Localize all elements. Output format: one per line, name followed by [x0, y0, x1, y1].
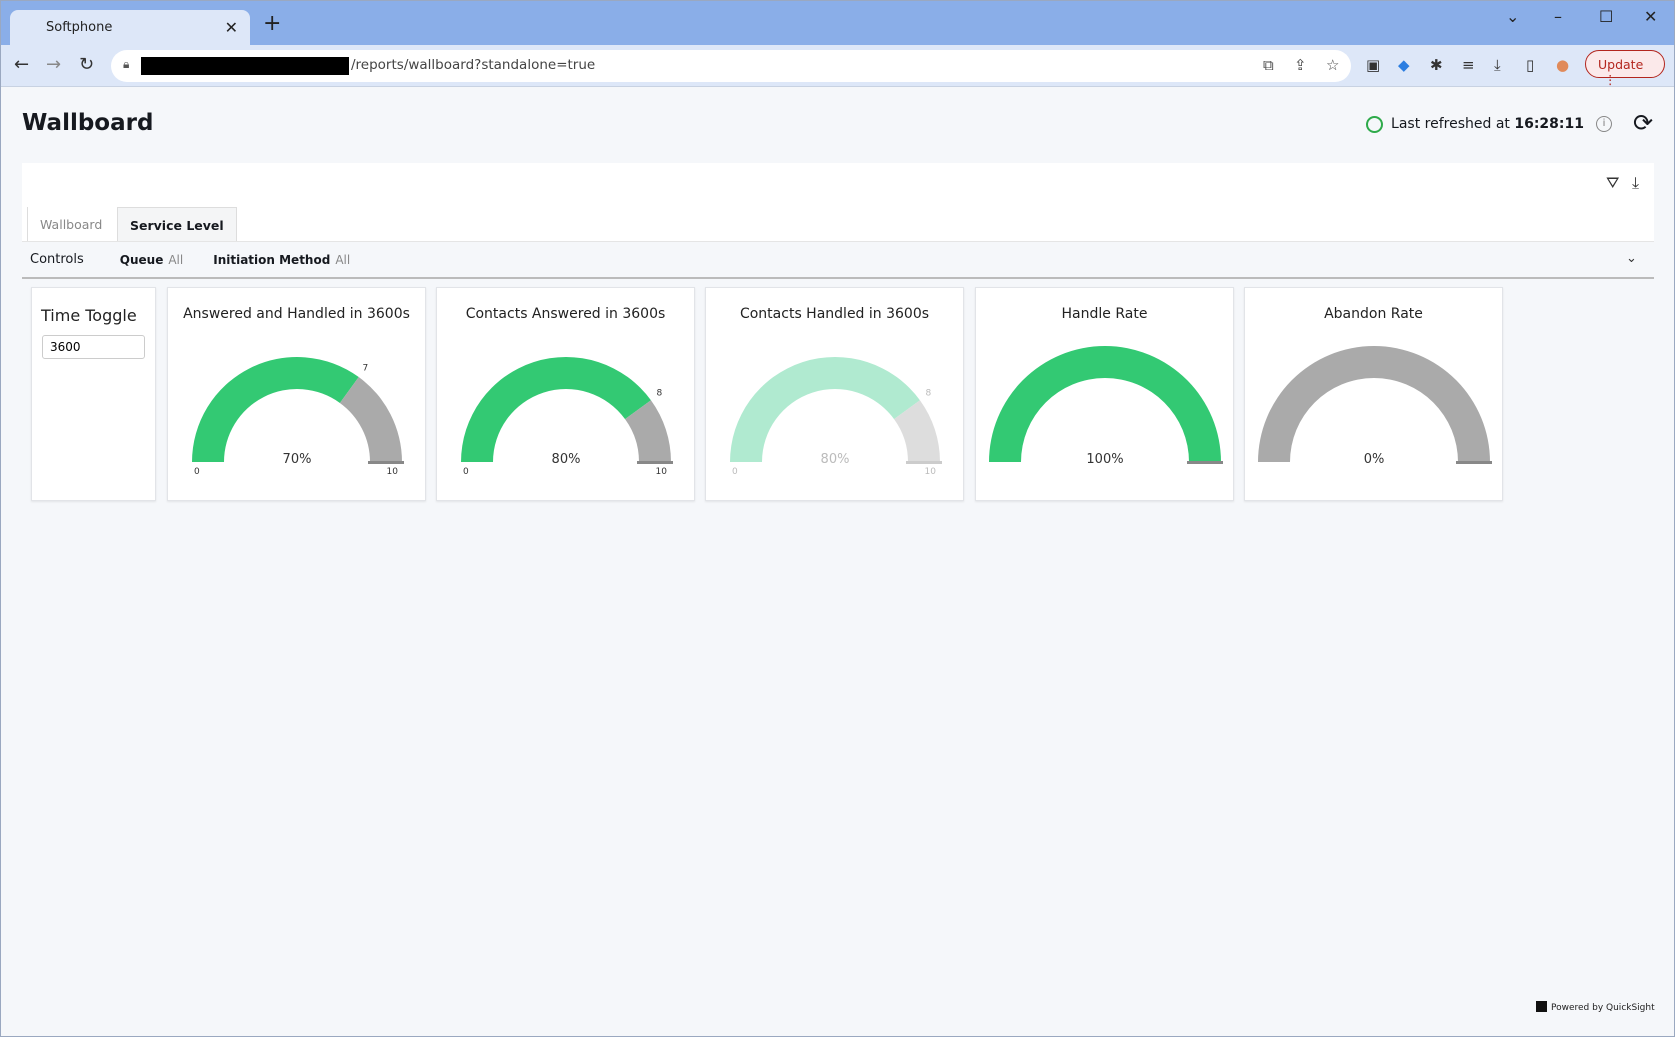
- extension-icon[interactable]: ◆: [1398, 56, 1410, 74]
- redacted-host: [141, 57, 349, 75]
- maximize-icon[interactable]: ☐: [1599, 7, 1614, 26]
- gauge-value-arc: [730, 357, 920, 462]
- lock-icon: 🔒︎: [123, 57, 130, 71]
- time-toggle-input[interactable]: [42, 335, 145, 359]
- gauge-target-marker: [368, 461, 404, 464]
- gauge-percent-label: 0%: [1364, 452, 1385, 467]
- gauge-card: Handle Rate 100%: [975, 287, 1234, 501]
- time-toggle-card: Time Toggle: [31, 287, 156, 501]
- gauge-title: Abandon Rate: [1324, 306, 1423, 322]
- queue-value[interactable]: All: [168, 252, 184, 267]
- gauge-remaining-arc: [894, 400, 940, 462]
- menu-dots-icon: ⋮: [1604, 72, 1617, 87]
- gauge-chart: 0%: [1258, 346, 1492, 467]
- gauge-min-label: 0: [463, 467, 469, 477]
- forward-icon[interactable]: →: [46, 54, 62, 75]
- media-icon[interactable]: ≡: [1462, 56, 1475, 74]
- update-button[interactable]: Update ⋮: [1585, 50, 1665, 87]
- reload-icon[interactable]: ↻: [79, 54, 95, 75]
- time-toggle-title: Time Toggle: [41, 306, 137, 325]
- gauge-card: Answered and Handled in 3600s 70% 0 10 7: [167, 287, 426, 501]
- side-panel-icon[interactable]: ▯: [1526, 56, 1535, 74]
- close-window-icon[interactable]: ✕: [1644, 7, 1658, 26]
- gauge-max-label: 10: [387, 467, 399, 477]
- gauge-card: Contacts Handled in 3600s 80% 0 10 8: [705, 287, 964, 501]
- chevron-down-icon[interactable]: ⌄: [1626, 251, 1637, 266]
- url-text: /reports/wallboard?standalone=true: [351, 57, 596, 73]
- back-icon[interactable]: ←: [14, 54, 30, 75]
- gauge-value-arc: [989, 346, 1221, 462]
- quicksight-logo-icon: [1536, 1001, 1547, 1012]
- gauge-target-marker: [1187, 461, 1223, 464]
- gauge-value-arc: [461, 357, 651, 462]
- gauge-value-arc: [192, 357, 359, 462]
- gauge-chart: 100%: [989, 346, 1223, 467]
- gauge-max-label: 10: [925, 467, 937, 477]
- gauge-remaining-arc: [339, 377, 402, 462]
- gauge-value-label: 8: [657, 389, 663, 399]
- filter-icon[interactable]: ⛛: [1606, 173, 1620, 192]
- refresh-status: Last refreshed at 16:28:11 i: [1366, 113, 1612, 135]
- close-tab-icon[interactable]: ✕: [224, 18, 238, 37]
- gauge-percent-label: 70%: [283, 452, 312, 467]
- gauge-percent-label: 80%: [552, 452, 581, 467]
- tab-wallboard[interactable]: Wallboard: [27, 207, 114, 241]
- refresh-icon[interactable]: ⟳: [1633, 109, 1654, 137]
- queue-control[interactable]: Queue: [119, 252, 164, 267]
- gauge-title: Handle Rate: [1061, 306, 1148, 322]
- avatar[interactable]: ●: [1556, 56, 1570, 74]
- gauge-chart: 80% 0 10 8: [730, 357, 942, 477]
- gauge-title: Answered and Handled in 3600s: [183, 306, 410, 322]
- browser-tab[interactable]: Softphone ✕: [10, 10, 250, 45]
- new-tab-icon[interactable]: +: [263, 11, 282, 36]
- initiation-method-control[interactable]: Initiation Method: [213, 252, 331, 267]
- gauge-remaining-arc: [625, 400, 671, 462]
- dashboard-panel: ⛛ ⤓ Wallboard Service Level Controls Que…: [22, 163, 1654, 279]
- last-refreshed: Last refreshed at 16:28:11: [1391, 116, 1584, 132]
- browser-tab-bar: Softphone ✕ + ⌄ – ☐ ✕: [1, 1, 1674, 45]
- tab-title: Softphone: [46, 20, 113, 35]
- gauge-max-label: 10: [656, 467, 668, 477]
- gauge-card: Abandon Rate 0%: [1244, 287, 1503, 501]
- gauge-title: Contacts Answered in 3600s: [465, 306, 666, 322]
- info-icon[interactable]: i: [1596, 116, 1612, 132]
- extensions-puzzle-icon[interactable]: ✱: [1430, 56, 1443, 74]
- extension-icon[interactable]: ▣: [1366, 56, 1381, 74]
- bookmark-star-icon[interactable]: ☆: [1326, 56, 1340, 74]
- initiation-method-value[interactable]: All: [335, 252, 351, 267]
- update-label: Update: [1598, 57, 1644, 72]
- gauge-target-marker: [637, 461, 673, 464]
- gauge-target-marker: [1456, 461, 1492, 464]
- refreshed-time: 16:28:11: [1514, 116, 1584, 132]
- export-icon[interactable]: ⤓: [1632, 173, 1640, 192]
- controls-bar[interactable]: Controls Queue All Initiation Method All…: [22, 241, 1654, 279]
- gauge-value-label: 8: [926, 389, 932, 399]
- footer-text: Powered by QuickSight: [1551, 1003, 1655, 1013]
- share-icon[interactable]: ⇪: [1294, 56, 1307, 74]
- page-title: Wallboard: [22, 110, 154, 136]
- open-external-icon[interactable]: ⧉: [1263, 56, 1274, 74]
- powered-by: Powered by QuickSight: [1536, 1001, 1655, 1013]
- gauge-percent-label: 100%: [1086, 452, 1123, 467]
- tab-search-icon[interactable]: ⌄: [1506, 7, 1520, 26]
- controls-label: Controls: [30, 252, 84, 267]
- gauge-target-marker: [906, 461, 942, 464]
- gauge-chart: 70% 0 10 7: [192, 357, 404, 477]
- browser-toolbar: ← → ↻ 🔒︎ /reports/wallboard?standalone=t…: [1, 45, 1674, 87]
- gauge-min-label: 0: [194, 467, 200, 477]
- tab-service-level[interactable]: Service Level: [117, 207, 237, 241]
- gauge-percent-label: 80%: [821, 452, 850, 467]
- refresh-status-icon: [1366, 115, 1384, 133]
- gauge-value-label: 7: [363, 364, 369, 374]
- download-icon[interactable]: ⤓: [1494, 56, 1501, 74]
- gauge-min-label: 0: [732, 467, 738, 477]
- gauge-title: Contacts Handled in 3600s: [739, 306, 930, 322]
- refreshed-prefix: Last refreshed at: [1391, 116, 1510, 132]
- gauge-card: Contacts Answered in 3600s 80% 0 10 8: [436, 287, 695, 501]
- gauge-remaining-arc: [1258, 346, 1490, 462]
- address-bar[interactable]: 🔒︎ /reports/wallboard?standalone=true ⧉ …: [111, 50, 1351, 82]
- gauge-chart: 80% 0 10 8: [461, 357, 673, 477]
- minimize-icon[interactable]: –: [1554, 7, 1562, 26]
